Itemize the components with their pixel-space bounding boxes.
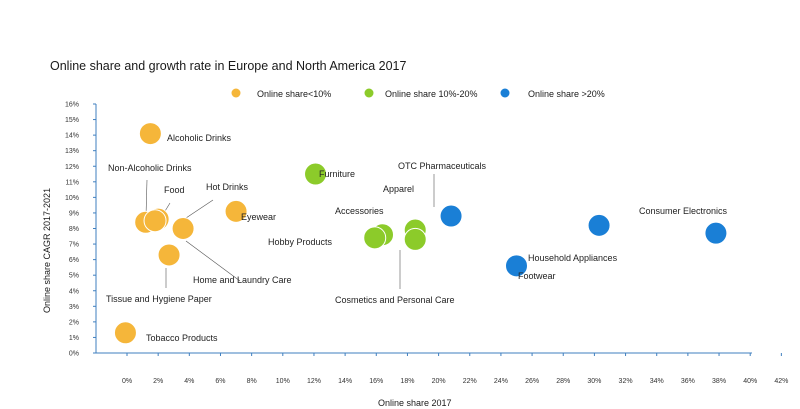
legend-label-low: Online share<10% xyxy=(257,89,331,99)
x-tick-label: 38% xyxy=(712,378,726,385)
label-accessories: Accessories xyxy=(335,206,384,216)
x-tick-label: 40% xyxy=(743,378,757,385)
label-footwear: Footwear xyxy=(518,271,556,281)
x-tick-label: 28% xyxy=(556,378,570,385)
x-tick-label: 26% xyxy=(525,378,539,385)
point-tissue-and-hygiene-paper xyxy=(157,243,181,267)
point-furniture xyxy=(304,162,328,186)
x-tick-label: 34% xyxy=(650,378,664,385)
label-tobacco-products: Tobacco Products xyxy=(146,333,218,343)
x-tick-labels: 0% 2% 4% 6% 8% 10% 12% 14% 16% 18% 20% 22% 24% 26% 28%… xyxy=(122,353,788,385)
leader-lines xyxy=(145,174,435,289)
label-alcoholic-drinks: Alcoholic Drinks xyxy=(167,133,232,143)
x-tick-label: 18% xyxy=(400,378,414,385)
y-tick-label: 0% xyxy=(69,351,79,358)
legend-marker-low xyxy=(231,88,241,98)
x-tick-label: 42% xyxy=(774,378,788,385)
y-tick-label: 1% xyxy=(69,335,79,342)
chart-title: Online share and growth rate in Europe a… xyxy=(50,59,407,73)
x-tick-label: 24% xyxy=(494,378,508,385)
y-tick-label: 15% xyxy=(65,117,79,124)
x-tick-label: 36% xyxy=(681,378,695,385)
label-otc-pharmaceuticals: OTC Pharmaceuticals xyxy=(398,161,487,171)
legend-marker-mid xyxy=(364,88,374,98)
label-hot-drinks: Hot Drinks xyxy=(206,182,249,192)
point-labels: Alcoholic Drinks Non-Alcoholic Drinks Food… xyxy=(106,133,728,343)
y-tick-label: 16% xyxy=(65,102,79,109)
legend: Online share<10% Online share 10%-20% On… xyxy=(231,88,605,99)
x-axis-title: Online share 2017 xyxy=(378,398,452,408)
label-eyewear: Eyewear xyxy=(241,212,276,222)
y-tick-label: 10% xyxy=(65,195,79,202)
x-tick-label: 2% xyxy=(153,378,163,385)
legend-marker-high xyxy=(500,88,510,98)
label-tissue-and-hygiene-paper: Tissue and Hygiene Paper xyxy=(106,294,212,304)
y-tick-label: 3% xyxy=(69,304,79,311)
x-tick-label: 4% xyxy=(184,378,194,385)
x-tick-label: 30% xyxy=(587,378,601,385)
point-eyewear xyxy=(224,199,248,223)
y-tick-label: 6% xyxy=(69,257,79,264)
y-tick-labels: 0% 1% 2% 3% 4% 5% 6% 7% 8% 9% 10% 11% 12% 13% 14% 15% 16… xyxy=(65,102,96,358)
x-tick-label: 12% xyxy=(307,378,321,385)
x-tick-label: 32% xyxy=(619,378,633,385)
point-alcoholic-drinks xyxy=(138,122,162,146)
y-tick-label: 12% xyxy=(65,164,79,171)
label-cosmetics-and-personal-care: Cosmetics and Personal Care xyxy=(335,295,455,305)
x-tick-label: 0% xyxy=(122,378,132,385)
point-household-appliances xyxy=(587,213,611,237)
point-hot-drinks xyxy=(143,209,167,233)
y-axis-title: Online share CAGR 2017-2021 xyxy=(42,188,52,313)
x-tick-label: 6% xyxy=(215,378,225,385)
x-tick-label: 16% xyxy=(369,378,383,385)
point-otc-pharmaceuticals xyxy=(439,204,463,228)
y-tick-label: 8% xyxy=(69,226,79,233)
y-tick-label: 2% xyxy=(69,319,79,326)
label-hobby-products: Hobby Products xyxy=(268,237,333,247)
label-household-appliances: Household Appliances xyxy=(528,253,618,263)
label-furniture: Furniture xyxy=(319,169,355,179)
legend-label-high: Online share >20% xyxy=(528,89,605,99)
legend-item-mid: Online share 10%-20% xyxy=(364,88,478,99)
y-tick-label: 13% xyxy=(65,148,79,155)
label-non-alcoholic-drinks: Non-Alcoholic Drinks xyxy=(108,163,192,173)
y-tick-label: 9% xyxy=(69,210,79,217)
label-apparel: Apparel xyxy=(383,184,414,194)
leader-line xyxy=(145,179,148,217)
point-footwear xyxy=(505,254,528,278)
legend-item-low: Online share<10% xyxy=(231,88,331,99)
y-tick-label: 7% xyxy=(69,242,79,249)
point-cosmetics-and-personal-care xyxy=(403,227,427,251)
x-tick-label: 8% xyxy=(247,378,257,385)
legend-label-mid: Online share 10%-20% xyxy=(385,89,478,99)
x-tick-label: 14% xyxy=(338,378,352,385)
point-tobacco-products xyxy=(113,321,137,345)
point-consumer-electronics xyxy=(704,221,728,245)
x-tick-label: 20% xyxy=(432,378,446,385)
leader-line xyxy=(185,240,241,282)
point-home-and-laundry-care xyxy=(171,217,195,240)
label-food: Food xyxy=(164,185,185,195)
legend-item-high: Online share >20% xyxy=(500,88,605,99)
y-tick-label: 14% xyxy=(65,133,79,140)
label-home-and-laundry-care: Home and Laundry Care xyxy=(193,275,292,285)
y-tick-label: 4% xyxy=(69,288,79,295)
point-hobby-products xyxy=(363,226,387,250)
y-tick-label: 11% xyxy=(66,179,80,186)
x-tick-label: 10% xyxy=(276,378,290,385)
x-tick-label: 22% xyxy=(463,378,477,385)
label-consumer-electronics: Consumer Electronics xyxy=(639,206,728,216)
data-points xyxy=(113,122,728,345)
y-tick-label: 5% xyxy=(69,273,79,280)
